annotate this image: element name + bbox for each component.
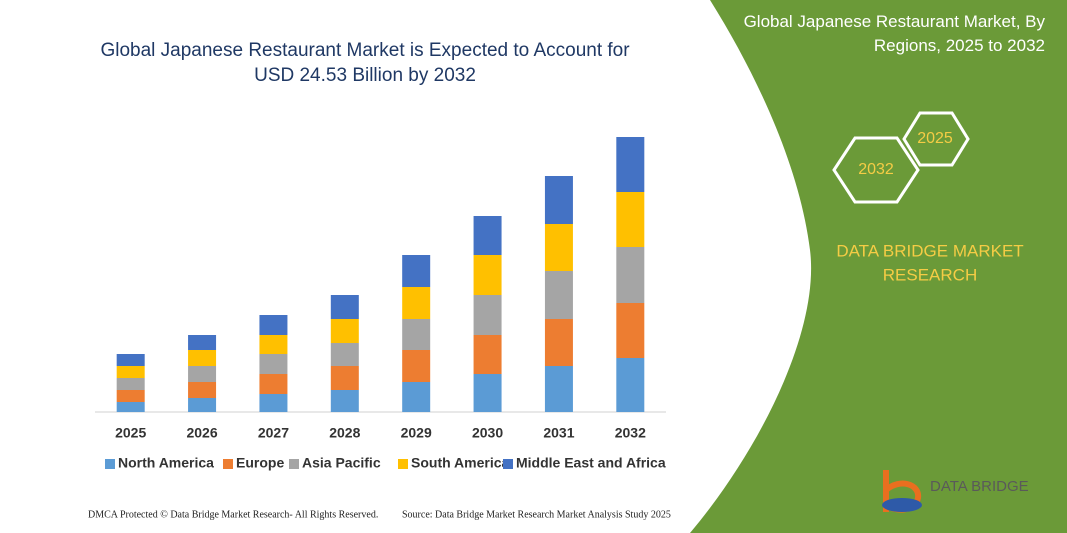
x-tick-label: 2026 bbox=[186, 425, 217, 441]
bar-segment bbox=[616, 192, 645, 247]
bar-segment bbox=[259, 354, 288, 374]
bar-segment bbox=[402, 255, 431, 287]
hexagon bbox=[902, 111, 970, 167]
bar-segment bbox=[544, 176, 573, 224]
bar-segment bbox=[473, 374, 502, 412]
bar-segment bbox=[473, 335, 502, 374]
logo-icon bbox=[882, 498, 922, 512]
bar-segment bbox=[116, 402, 145, 412]
x-tick-label: 2032 bbox=[615, 425, 646, 441]
bar-segment bbox=[616, 303, 645, 358]
brand-text: DATA BRIDGE MARKET bbox=[836, 241, 1023, 260]
legend-label: South America bbox=[411, 455, 509, 471]
legend-label: Europe bbox=[236, 455, 284, 471]
bar-segment bbox=[259, 315, 288, 335]
bar-segment bbox=[616, 358, 645, 412]
bar-segment bbox=[473, 255, 502, 295]
bar-segment bbox=[188, 398, 217, 412]
bar-segment bbox=[544, 366, 573, 412]
logo-text: DATA BRIDGE bbox=[930, 478, 1029, 495]
bar-segment bbox=[188, 366, 217, 382]
bar-segment bbox=[402, 350, 431, 382]
legend-swatch bbox=[223, 459, 233, 469]
bar-segment bbox=[330, 390, 359, 412]
hexagon bbox=[832, 136, 920, 204]
panel-title: Global Japanese Restaurant Market, By Re… bbox=[743, 12, 1045, 55]
side-panel bbox=[690, 0, 1067, 533]
legend-swatch bbox=[105, 459, 115, 469]
legend-label: Asia Pacific bbox=[302, 455, 381, 471]
bar-segment bbox=[259, 335, 288, 354]
legend-label: Middle East and Africa bbox=[516, 455, 666, 471]
hex-label: 2025 bbox=[917, 130, 953, 147]
bar-segment bbox=[188, 382, 217, 398]
legend-swatch bbox=[398, 459, 408, 469]
x-tick-label: 2031 bbox=[543, 425, 574, 441]
bar-segment bbox=[116, 354, 145, 366]
bar-segment bbox=[616, 137, 645, 192]
bar-segment bbox=[188, 335, 217, 350]
bar-segment bbox=[544, 224, 573, 271]
chart-title: Global Japanese Restaurant Market is Exp… bbox=[100, 40, 630, 86]
x-tick-label: 2028 bbox=[329, 425, 360, 441]
legend-swatch bbox=[289, 459, 299, 469]
bar-segment bbox=[402, 319, 431, 350]
bar-segment bbox=[330, 319, 359, 343]
x-tick-label: 2029 bbox=[401, 425, 432, 441]
bar-segment bbox=[330, 343, 359, 366]
bar-segment bbox=[116, 366, 145, 378]
bar-segment bbox=[544, 271, 573, 319]
bar-segment bbox=[259, 394, 288, 412]
x-tick-label: 2025 bbox=[115, 425, 146, 441]
bar-segment bbox=[188, 350, 217, 366]
bar-segment bbox=[330, 295, 359, 319]
legend-label: North America bbox=[118, 455, 214, 471]
x-tick-label: 2027 bbox=[258, 425, 289, 441]
bar-segment bbox=[402, 287, 431, 319]
bar-segment bbox=[402, 382, 431, 412]
bar-segment bbox=[473, 295, 502, 335]
bar-segment bbox=[259, 374, 288, 394]
legend-swatch bbox=[503, 459, 513, 469]
hex-label: 2032 bbox=[858, 161, 894, 178]
bar-segment bbox=[473, 216, 502, 255]
bar-segment bbox=[116, 390, 145, 402]
footer-text: DMCA Protected © Data Bridge Market Rese… bbox=[88, 509, 378, 520]
bar-segment bbox=[330, 366, 359, 390]
bar-segment bbox=[116, 378, 145, 390]
x-tick-label: 2030 bbox=[472, 425, 503, 441]
brand-text: RESEARCH bbox=[883, 265, 977, 284]
bar-segment bbox=[544, 319, 573, 366]
footer-text: Source: Data Bridge Market Research Mark… bbox=[402, 509, 671, 520]
bar-segment bbox=[616, 247, 645, 303]
